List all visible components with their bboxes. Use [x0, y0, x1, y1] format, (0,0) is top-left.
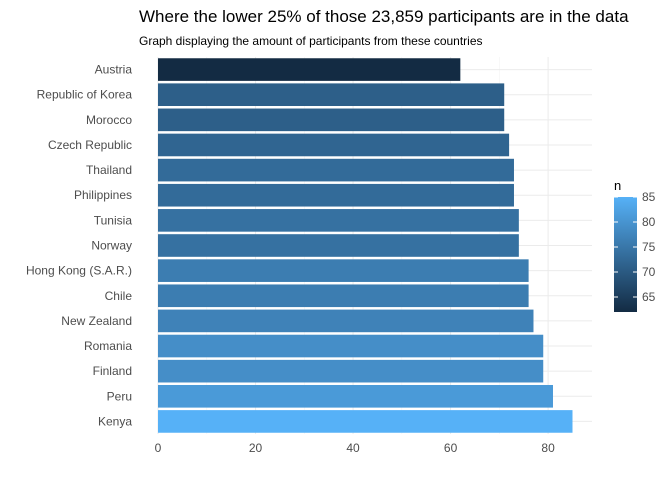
category-label: Thailand: [86, 163, 132, 177]
bar-austria: [158, 58, 461, 81]
chart-title: Where the lower 25% of those 23,859 part…: [139, 7, 629, 26]
legend-tick-label: 80: [642, 215, 656, 229]
x-tick-label: 20: [249, 441, 263, 455]
bars: [158, 58, 573, 433]
category-label: Tunisia: [94, 213, 133, 227]
bar-czech-republic: [158, 133, 510, 157]
legend-tick-label: 85: [642, 190, 656, 204]
category-label: Morocco: [86, 113, 132, 127]
bar-peru: [158, 384, 553, 408]
bar-republic-of-korea: [158, 83, 505, 107]
legend-tick-label: 70: [642, 265, 656, 279]
category-label: Finland: [93, 364, 132, 378]
bar-thailand: [158, 158, 514, 182]
value-axis-labels: 0 20 40 60 80: [155, 441, 555, 455]
bar-tunisia: [158, 209, 519, 232]
category-axis-labels: Austria Republic of Korea Morocco Czech Rep…: [26, 63, 132, 429]
legend-tick-label: 75: [642, 240, 656, 254]
bar-new-zealand: [158, 309, 534, 333]
bar-hong-kong-s-a-r: [158, 259, 529, 282]
chart-subtitle: Graph displaying the amount of participa…: [139, 34, 483, 48]
bar-chile: [158, 284, 529, 308]
category-label: Republic of Korea: [37, 88, 133, 102]
bar-norway: [158, 234, 519, 257]
x-tick-label: 0: [155, 441, 162, 455]
category-label: Chile: [105, 289, 133, 303]
category-label: New Zealand: [61, 314, 132, 328]
category-label: Norway: [91, 239, 132, 253]
x-tick-label: 60: [444, 441, 458, 455]
x-tick-label: 80: [541, 441, 555, 455]
legend-colorbar: [614, 197, 637, 312]
color-legend: n 65 70 75 80 85: [614, 178, 656, 312]
category-label: Czech Republic: [48, 138, 132, 152]
category-label: Philippines: [74, 188, 132, 202]
bar-kenya: [158, 410, 573, 433]
bar-morocco: [158, 108, 505, 132]
legend-tick-label: 65: [642, 290, 656, 304]
bar-philippines: [158, 183, 514, 207]
legend-title: n: [614, 178, 621, 193]
category-label: Austria: [95, 63, 133, 77]
category-label: Romania: [84, 339, 132, 353]
x-tick-label: 40: [346, 441, 360, 455]
category-label: Peru: [107, 389, 132, 403]
category-label: Kenya: [98, 414, 132, 428]
category-label: Hong Kong (S.A.R.): [26, 264, 132, 278]
bar-romania: [158, 334, 544, 358]
bar-finland: [158, 359, 544, 383]
